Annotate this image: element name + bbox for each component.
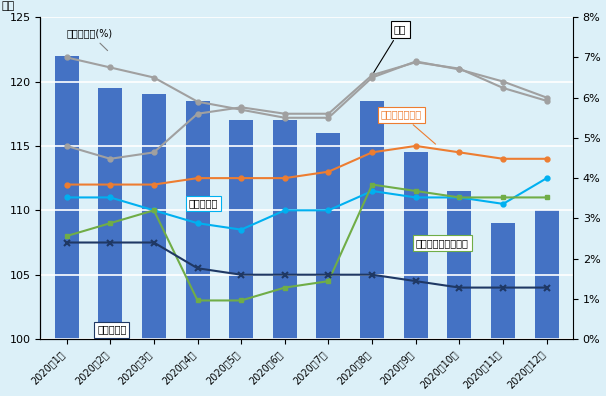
Bar [447,191,471,339]
Bar [273,120,297,339]
Bar [491,223,515,339]
Text: 郵便・通信: 郵便・通信 [97,325,127,335]
Text: 食料: 食料 [374,25,407,73]
Text: レストラン・ホテル: レストラン・ホテル [416,238,468,248]
Bar [142,94,166,339]
Text: インフレ率(%): インフレ率(%) [67,29,113,51]
Bar [185,101,210,339]
Bar [229,120,253,339]
Y-axis label: 指数: 指数 [2,1,15,11]
Text: 交通・輸送: 交通・輸送 [189,198,218,208]
Text: 消費者物価指数: 消費者物価指数 [381,110,436,144]
Bar [316,133,341,339]
Bar [98,88,122,339]
Bar [55,56,79,339]
Bar [534,210,559,339]
Bar [360,101,384,339]
Bar [404,152,428,339]
